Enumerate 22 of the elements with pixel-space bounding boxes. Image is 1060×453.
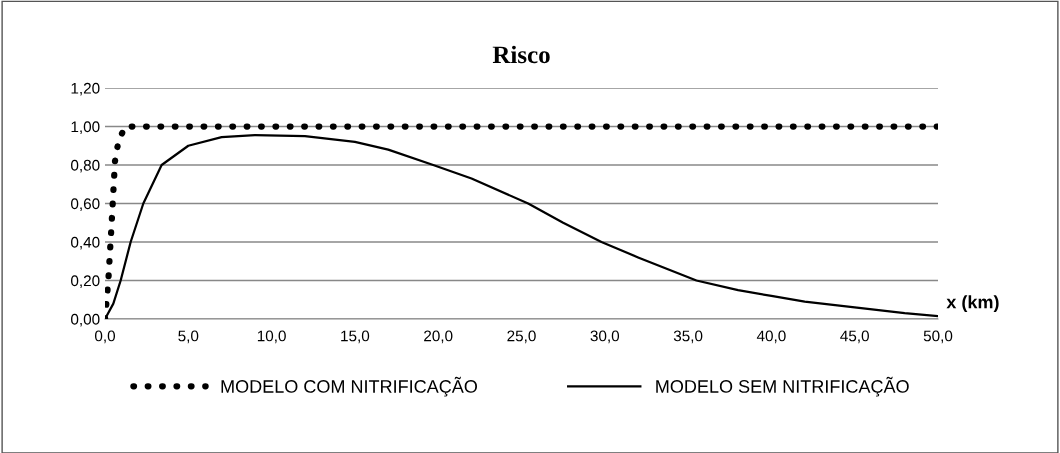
y-tick-label: 1,20 — [71, 82, 100, 96]
chart-title: Risco — [492, 45, 550, 64]
x-tick-label: 35,0 — [673, 330, 703, 344]
x-axis-title: x (km) — [946, 295, 999, 313]
x-tick-label: 0,0 — [94, 330, 116, 344]
x-tick-label: 15,0 — [341, 330, 370, 344]
y-tick-label: 1,00 — [71, 121, 100, 134]
x-tick-label: 30,0 — [590, 330, 620, 344]
legend-label: MODELO SEM NITRIFICAÇÃO — [656, 376, 909, 397]
x-tick-label: 10,0 — [257, 330, 286, 344]
x-tick-label: 20,0 — [424, 330, 453, 344]
x-tick-label: 40,0 — [756, 330, 786, 344]
y-tick-label: 0,60 — [71, 198, 100, 211]
y-tick-label: 0,40 — [71, 236, 100, 250]
y-tick-label: 0,80 — [71, 159, 100, 173]
y-tick-label: 0,20 — [71, 275, 100, 288]
y-tick-label: 0,00 — [71, 313, 100, 327]
x-tick-label: 5,0 — [178, 330, 199, 344]
x-tick-label: 25,0 — [507, 330, 536, 344]
legend-label: MODELO COM NITRIFICAÇÃO — [221, 376, 477, 397]
x-tick-label: 45,0 — [840, 330, 869, 344]
x-tick-label: 50,0 — [923, 330, 953, 344]
